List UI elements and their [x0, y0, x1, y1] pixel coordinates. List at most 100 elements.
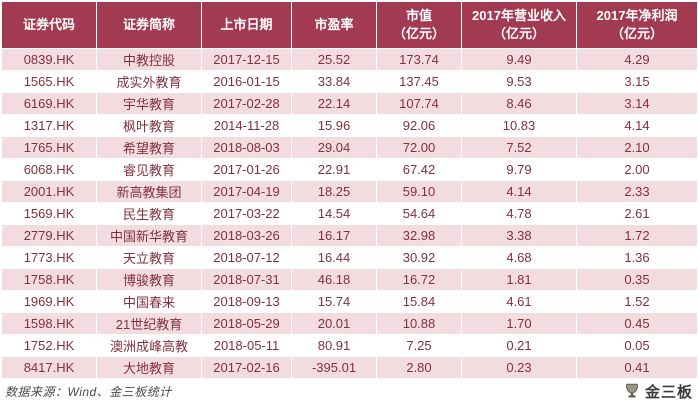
table-cell: 博骏教育: [96, 268, 202, 291]
education-stocks-table: 证券代码 证券简称 上市日期 市盈率 市值 （亿元） 2017年营业收入 （亿元） 2017年净…: [1, 1, 698, 379]
table-cell: 15.84: [376, 290, 462, 313]
table-cell: 21世纪教育: [96, 312, 202, 335]
table-cell: 2018-09-13: [201, 290, 292, 313]
table-cell: 22.91: [291, 158, 377, 181]
table-cell: 107.74: [376, 92, 462, 115]
table-cell: 2779.HK: [1, 224, 97, 247]
footer: 数据来源：Wind、金三板统计 金三板: [1, 379, 697, 403]
table-cell: 天立教育: [96, 246, 202, 269]
column-header: 市盈率: [291, 1, 377, 49]
table-row: 1317.HK 枫叶教育 2014-11-28 15.96 92.06 10.83 4.14: [1, 114, 698, 137]
table-cell: 0.45: [576, 312, 698, 335]
table-row: 1569.HK 民生教育 2017-03-22 14.54 54.64 4.78 2.61: [1, 202, 698, 225]
table-cell: 2.00: [576, 158, 698, 181]
table-cell: 18.25: [291, 180, 377, 203]
column-header: 2017年净利润 （亿元）: [576, 1, 698, 49]
table-cell: 15.74: [291, 290, 377, 313]
table-cell: 2018-07-31: [201, 268, 292, 291]
data-source-note: 数据来源：Wind、金三板统计: [5, 384, 172, 399]
table-cell: 16.17: [291, 224, 377, 247]
table-cell: 2017-02-16: [201, 356, 292, 379]
table-cell: 16.44: [291, 246, 377, 269]
table-cell: 29.04: [291, 136, 377, 159]
table-cell: 22.14: [291, 92, 377, 115]
table-cell: 中国春来: [96, 290, 202, 313]
table-cell: 0839.HK: [1, 48, 97, 71]
table-cell: 枫叶教育: [96, 114, 202, 137]
table-cell: 9.53: [461, 70, 577, 93]
table-row: 1758.HK 博骏教育 2018-07-31 46.18 16.72 1.81 0.35: [1, 268, 698, 291]
table-cell: 1.70: [461, 312, 577, 335]
table-row: 8417.HK 大地教育 2017-02-16 -395.01 2.80 0.23 0.41: [1, 356, 698, 379]
table-cell: 173.74: [376, 48, 462, 71]
table-cell: 0.41: [576, 356, 698, 379]
table-cell: -395.01: [291, 356, 377, 379]
table-row: 1565.HK 成实外教育 2016-01-15 33.84 137.45 9.53 3.1…: [1, 70, 698, 93]
table-row: 1752.HK 澳洲成峰高教 2018-05-11 80.91 7.25 0.21 0.05: [1, 334, 698, 357]
table-cell: 3.14: [576, 92, 698, 115]
table-cell: 0.21: [461, 334, 577, 357]
table-cell: 大地教育: [96, 356, 202, 379]
table-cell: 1758.HK: [1, 268, 97, 291]
table-cell: 20.01: [291, 312, 377, 335]
table-cell: 46.18: [291, 268, 377, 291]
column-header: 证券代码: [1, 1, 97, 49]
table-cell: 14.54: [291, 202, 377, 225]
table-cell: 希望教育: [96, 136, 202, 159]
table-cell: 2.61: [576, 202, 698, 225]
table-cell: 2001.HK: [1, 180, 97, 203]
table-row: 0839.HK 中教控股 2017-12-15 25.52 173.74 9.49 4.29: [1, 48, 698, 71]
table-cell: 92.06: [376, 114, 462, 137]
table-cell: 2017-02-28: [201, 92, 292, 115]
table-cell: 1317.HK: [1, 114, 97, 137]
table-cell: 137.45: [376, 70, 462, 93]
table-row: 1773.HK 天立教育 2018-07-12 16.44 30.92 4.68 1.36: [1, 246, 698, 269]
table-cell: 1.52: [576, 290, 698, 313]
table-cell: 1765.HK: [1, 136, 97, 159]
table-cell: 4.78: [461, 202, 577, 225]
table-cell: 7.52: [461, 136, 577, 159]
table-cell: 8.46: [461, 92, 577, 115]
table-cell: 0.05: [576, 334, 698, 357]
table-cell: 2017-12-15: [201, 48, 292, 71]
header-row: 证券代码 证券简称 上市日期 市盈率 市值 （亿元） 2017年营业收入 （亿元） 2017年净…: [1, 1, 698, 49]
table-cell: 2.33: [576, 180, 698, 203]
table-cell: 72.00: [376, 136, 462, 159]
table-cell: 15.96: [291, 114, 377, 137]
table-cell: 2018-07-12: [201, 246, 292, 269]
table-cell: 睿见教育: [96, 158, 202, 181]
table-cell: 3.38: [461, 224, 577, 247]
table-cell: 54.64: [376, 202, 462, 225]
table-cell: 30.92: [376, 246, 462, 269]
table-cell: 民生教育: [96, 202, 202, 225]
table-cell: 2018-08-03: [201, 136, 292, 159]
table-cell: 9.79: [461, 158, 577, 181]
table-cell: 宇华教育: [96, 92, 202, 115]
table-cell: 1.72: [576, 224, 698, 247]
table-cell: 67.42: [376, 158, 462, 181]
table-cell: 4.68: [461, 246, 577, 269]
table-cell: 0.23: [461, 356, 577, 379]
table-cell: 1969.HK: [1, 290, 97, 313]
table-cell: 7.25: [376, 334, 462, 357]
table-cell: 10.88: [376, 312, 462, 335]
table-cell: 4.29: [576, 48, 698, 71]
column-header: 上市日期: [201, 1, 292, 49]
table-cell: 2.10: [576, 136, 698, 159]
table-cell: 33.84: [291, 70, 377, 93]
table-cell: 8417.HK: [1, 356, 97, 379]
table-cell: 4.14: [461, 180, 577, 203]
table-cell: 中教控股: [96, 48, 202, 71]
table-cell: 16.72: [376, 268, 462, 291]
table-row: 1598.HK 21世纪教育 2018-05-29 20.01 10.88 1.70 0.4…: [1, 312, 698, 335]
table-cell: 10.83: [461, 114, 577, 137]
table-cell: 成实外教育: [96, 70, 202, 93]
table-cell: 6169.HK: [1, 92, 97, 115]
table-cell: 中国新华教育: [96, 224, 202, 247]
table-cell: 2.80: [376, 356, 462, 379]
table-cell: 1569.HK: [1, 202, 97, 225]
logo-text: 金三板: [644, 383, 693, 401]
column-header: 证券简称: [96, 1, 202, 49]
table-cell: 4.14: [576, 114, 698, 137]
